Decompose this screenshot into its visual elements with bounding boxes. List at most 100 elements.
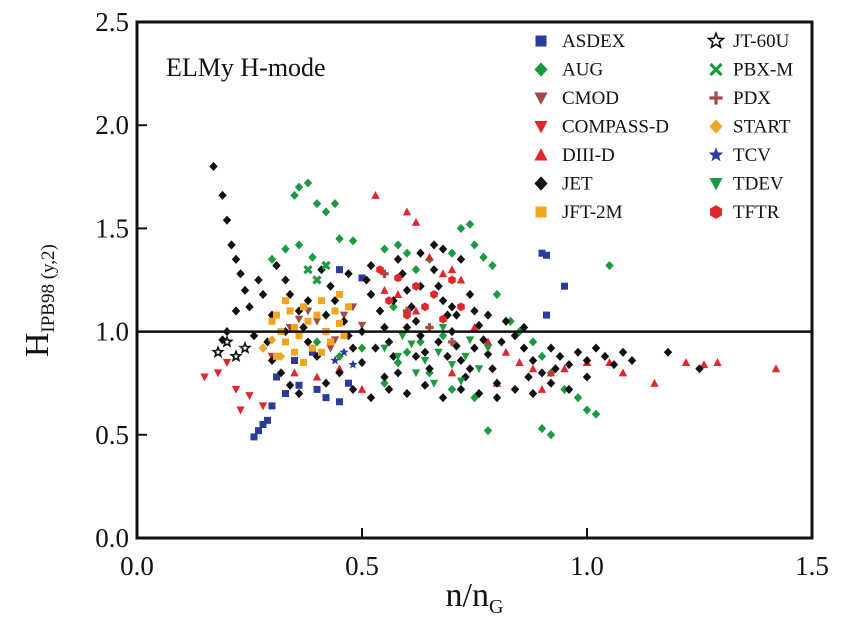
data-point xyxy=(609,360,619,370)
data-point xyxy=(411,351,421,361)
data-point xyxy=(371,191,380,199)
series-pbx-m xyxy=(303,260,331,285)
data-point xyxy=(336,266,343,274)
legend-marker-tdev xyxy=(709,178,723,191)
data-point xyxy=(393,368,403,378)
data-point xyxy=(303,296,313,306)
data-point xyxy=(591,409,601,419)
data-point xyxy=(220,334,234,348)
series-jet xyxy=(209,161,704,403)
data-point xyxy=(231,385,241,394)
data-point xyxy=(605,261,614,271)
legend-label: JT-60U xyxy=(733,31,790,52)
data-point xyxy=(524,372,533,382)
data-point xyxy=(420,356,430,365)
data-point xyxy=(326,281,335,291)
data-point xyxy=(456,275,466,284)
data-point xyxy=(273,373,280,381)
data-point xyxy=(321,207,331,217)
data-point xyxy=(213,369,223,378)
data-point xyxy=(425,364,434,374)
data-point xyxy=(439,314,447,324)
data-point xyxy=(312,351,322,361)
data-point xyxy=(366,261,376,271)
legend-label: TCV xyxy=(733,145,771,166)
data-point xyxy=(519,343,529,353)
data-point xyxy=(330,199,340,209)
data-point xyxy=(474,388,484,399)
data-point xyxy=(339,347,349,357)
y-axis-title-main: H xyxy=(19,333,56,358)
data-point xyxy=(222,215,232,225)
data-point xyxy=(438,331,448,341)
data-point xyxy=(366,289,376,299)
data-point xyxy=(438,393,448,403)
data-point xyxy=(560,384,569,394)
data-point xyxy=(303,265,313,275)
data-point xyxy=(255,427,262,435)
legend: ASDEX AUG CMOD COMPASS-D DIII-D JET JFT-2M JT-6… xyxy=(534,31,793,223)
data-point xyxy=(456,377,466,386)
data-point xyxy=(236,406,245,415)
data-point xyxy=(470,323,479,331)
data-point xyxy=(340,332,348,340)
data-point xyxy=(470,393,479,403)
data-point xyxy=(294,388,304,399)
data-point xyxy=(537,385,547,393)
data-point xyxy=(380,372,389,382)
data-point xyxy=(394,273,402,283)
data-point xyxy=(312,199,322,209)
data-point xyxy=(457,302,465,312)
data-point xyxy=(483,349,493,359)
legend-item-jet: JET xyxy=(534,174,593,195)
data-point xyxy=(268,317,276,325)
data-point xyxy=(402,285,412,295)
data-point xyxy=(295,332,303,340)
data-point xyxy=(321,310,331,320)
series-tcv xyxy=(330,347,358,369)
data-point xyxy=(276,368,286,378)
data-point xyxy=(209,161,218,172)
data-point xyxy=(447,265,457,274)
series-tftr xyxy=(376,265,465,324)
data-point xyxy=(200,373,209,382)
data-point xyxy=(321,260,331,271)
data-point xyxy=(336,319,343,327)
data-point xyxy=(488,261,497,271)
legend-item-diii-d: DIII-D xyxy=(534,145,615,166)
data-point xyxy=(421,302,429,312)
data-point xyxy=(492,289,502,299)
data-point xyxy=(380,378,389,388)
data-point xyxy=(528,364,538,373)
y-tick-label: 0.0 xyxy=(95,523,129,553)
legend-marker-jt-60u xyxy=(706,31,726,50)
data-point xyxy=(285,380,295,390)
data-point xyxy=(393,290,403,298)
data-point xyxy=(650,378,659,387)
y-axis-title: HIPB98 (y,2) xyxy=(19,244,59,357)
data-point xyxy=(519,322,529,333)
x-axis-title: n/nG xyxy=(446,577,504,618)
data-point xyxy=(389,351,398,361)
data-point xyxy=(452,310,461,320)
data-point xyxy=(474,320,484,330)
data-point xyxy=(465,289,475,299)
data-point xyxy=(447,384,457,394)
data-point xyxy=(582,372,592,382)
data-point xyxy=(416,337,425,347)
data-point xyxy=(713,358,722,367)
data-point xyxy=(371,343,380,353)
data-point xyxy=(348,359,358,369)
data-point xyxy=(218,190,227,200)
data-point xyxy=(345,303,352,311)
data-point xyxy=(309,344,316,352)
legend-item-start: START xyxy=(709,117,791,138)
legend-marker-jft-2m xyxy=(535,206,547,218)
data-point xyxy=(281,275,290,285)
legend-label: COMPASS-D xyxy=(562,117,669,138)
data-point xyxy=(303,178,313,188)
data-point xyxy=(312,372,322,381)
data-point xyxy=(434,348,443,357)
data-point xyxy=(434,281,443,291)
data-point xyxy=(429,379,439,388)
